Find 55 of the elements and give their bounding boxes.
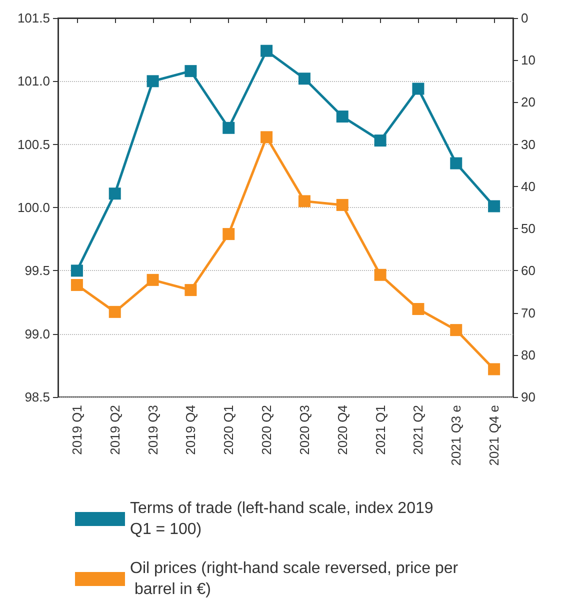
x-tick-label: 2020 Q4 <box>334 405 350 455</box>
legend-label: Oil prices (right-hand scale reversed, price per barrel in €) <box>130 560 459 598</box>
point <box>336 198 348 211</box>
y-tick-label: 101.0 <box>17 74 50 89</box>
point <box>222 228 235 240</box>
x-tick-label: 2019 Q4 <box>183 405 198 455</box>
x-tick-label: 2021 Q2 <box>410 405 426 455</box>
y2-tick-label: 30 <box>521 136 536 152</box>
point <box>260 131 273 144</box>
point <box>412 302 424 315</box>
point <box>108 188 121 200</box>
point <box>146 75 159 88</box>
point <box>412 82 424 95</box>
y-tick-label: 99.5 <box>24 263 50 278</box>
point <box>184 284 197 296</box>
point <box>146 274 159 286</box>
point <box>260 44 273 57</box>
y2-tick-label: 60 <box>521 263 536 278</box>
y2-tick-label: 10 <box>521 52 536 68</box>
y2-tick-label: 70 <box>521 305 536 320</box>
x-tick-label: 2021 Q4 e <box>486 405 502 466</box>
point <box>450 157 462 170</box>
point <box>70 278 83 291</box>
point <box>108 306 121 318</box>
point <box>488 363 500 376</box>
x-tick-label: 2020 Q3 <box>296 405 312 455</box>
point <box>374 134 386 147</box>
x-tick-label: 2021 Q3 e <box>448 405 464 466</box>
point <box>298 195 310 208</box>
y2-tick-label: 80 <box>521 347 536 362</box>
point <box>184 65 197 78</box>
y-tick-label: 101.5 <box>17 10 50 26</box>
legend-label: Terms of trade (left-hand scale, index 2019 Q1 = 100) <box>130 500 438 538</box>
point <box>450 324 462 336</box>
point <box>336 110 348 123</box>
x-tick-label: 2020 Q2 <box>259 405 274 455</box>
y2-tick-label: 50 <box>521 221 536 236</box>
y2-tick-label: 0 <box>521 10 528 26</box>
x-tick-label: 2019 Q3 <box>145 405 160 455</box>
x-tick-label: 2019 Q2 <box>107 405 122 455</box>
y2-tick-label: 90 <box>521 390 536 404</box>
y-tick-label: 100.5 <box>17 136 50 152</box>
point <box>488 200 500 212</box>
y-tick-label: 99.0 <box>24 326 50 342</box>
x-tick-label: 2021 Q1 <box>372 405 388 455</box>
y-tick-label: 100.0 <box>17 200 50 215</box>
point <box>298 72 310 85</box>
point <box>222 122 235 134</box>
y2-tick-label: 40 <box>521 178 536 194</box>
y-tick-label: 98.5 <box>24 390 50 404</box>
point <box>374 268 386 281</box>
point <box>70 264 83 277</box>
x-tick-label: 2020 Q1 <box>221 405 236 455</box>
x-tick-label: 2019 Q1 <box>69 405 84 455</box>
y2-tick-label: 20 <box>521 94 536 110</box>
